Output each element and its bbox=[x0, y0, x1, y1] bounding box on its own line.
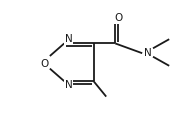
Text: O: O bbox=[115, 13, 123, 23]
Text: O: O bbox=[40, 59, 48, 69]
Text: N: N bbox=[64, 80, 72, 90]
Text: N: N bbox=[64, 34, 72, 44]
Text: N: N bbox=[144, 48, 152, 58]
